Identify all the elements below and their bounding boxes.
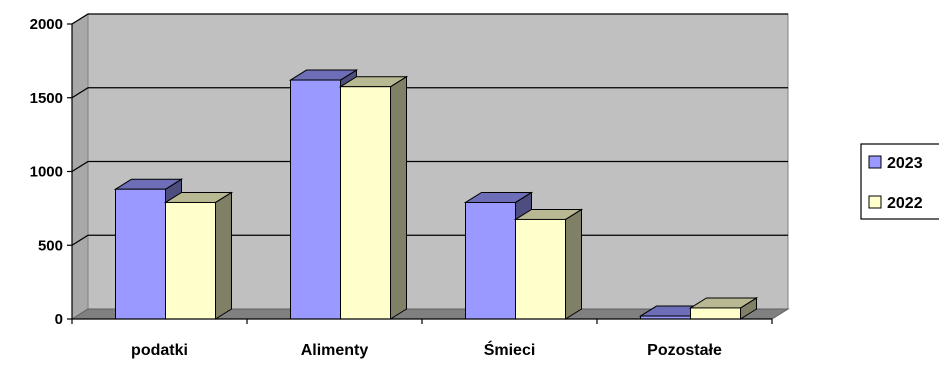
bar-side-face [565,208,582,320]
y-tick-label: 0 [55,311,63,328]
legend-swatch-2023 [868,155,882,169]
legend: 2023 2022 [860,143,939,220]
bar-front-face [165,201,216,320]
x-axis-labels: podatki Alimenty Śmieci Pozostałe [131,340,722,359]
bar-front-face [340,86,391,320]
bar-front-face [515,218,566,320]
y-tick-label: 1500 [30,90,63,107]
gridline [71,13,788,25]
bar-side-face [215,191,232,320]
bar-front-face [690,307,741,320]
y-axis-ticks: 0 500 1000 1500 2000 [30,16,63,328]
bars [113,69,759,320]
y-tick-label: 500 [38,237,63,254]
bar-podatki-2022 [163,191,234,320]
bar-front-face [290,79,341,320]
bar-Śmieci-2022 [513,208,584,320]
bar-Pozostałe-2022 [688,297,759,320]
gridline [71,160,788,173]
x-tick-label: Alimenty [301,342,369,359]
y-tick-label: 2000 [30,16,63,33]
x-tick-label: podatki [131,342,188,359]
axes [67,23,773,324]
bar-front-face [465,201,516,320]
y-tick-label: 1000 [30,164,63,181]
x-tick-label: Śmieci [484,340,536,359]
x-tick-label: Pozostałe [647,342,722,359]
gridline [71,87,788,99]
legend-swatch-2022 [868,195,882,209]
bar-Alimenty-2022 [338,75,409,320]
legend-label-2022: 2022 [887,195,923,212]
legend-label-2023: 2023 [887,155,923,172]
bar-front-face [115,188,166,320]
bar-side-face [390,75,407,320]
